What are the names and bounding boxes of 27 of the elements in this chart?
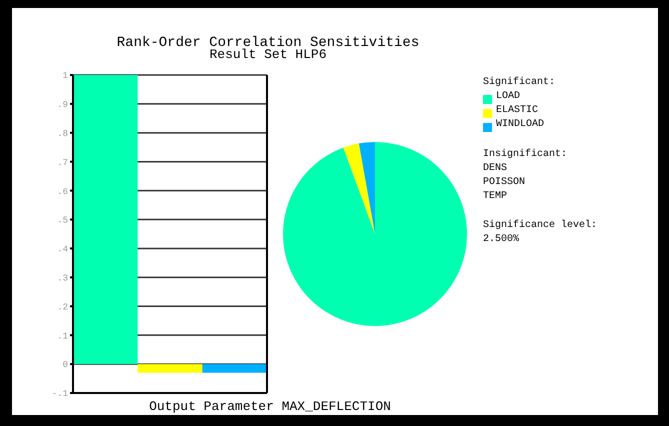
legend-title: Significant: (483, 76, 556, 88)
y-tick-label: .1 (57, 331, 68, 342)
y-tick-label: 1 (62, 71, 68, 82)
legend-label: ELASTIC (496, 105, 538, 116)
y-tick-label: .4 (57, 244, 68, 255)
y-tick-label: -.1 (52, 389, 68, 400)
x-axis-title: Output Parameter MAX_DEFLECTION (149, 399, 391, 414)
y-tick-label: .6 (57, 186, 68, 197)
y-tick-label: .7 (57, 158, 68, 168)
text: POISSON (483, 177, 526, 188)
y-tick-label: .2 (57, 302, 68, 312)
y-tick-label: .5 (57, 216, 68, 226)
text: Insignificant: (483, 148, 568, 160)
text: TEMP (483, 191, 508, 202)
pie-slice (343, 143, 375, 234)
pie-slice (358, 142, 375, 234)
legend-label: WINDLOAD (496, 119, 544, 130)
y-tick-label: .9 (57, 100, 68, 110)
chart-subtitle: Result Set HLP6 (209, 47, 327, 62)
text: DENS (483, 163, 508, 174)
text: Significance level: (483, 219, 598, 231)
text: 2.500% (483, 234, 520, 245)
y-tick-label: 0 (62, 360, 68, 370)
y-tick-label: .3 (57, 274, 68, 284)
pie-slice (283, 142, 467, 326)
y-tick-label: .8 (57, 128, 68, 139)
legend-label: LOAD (496, 91, 520, 102)
